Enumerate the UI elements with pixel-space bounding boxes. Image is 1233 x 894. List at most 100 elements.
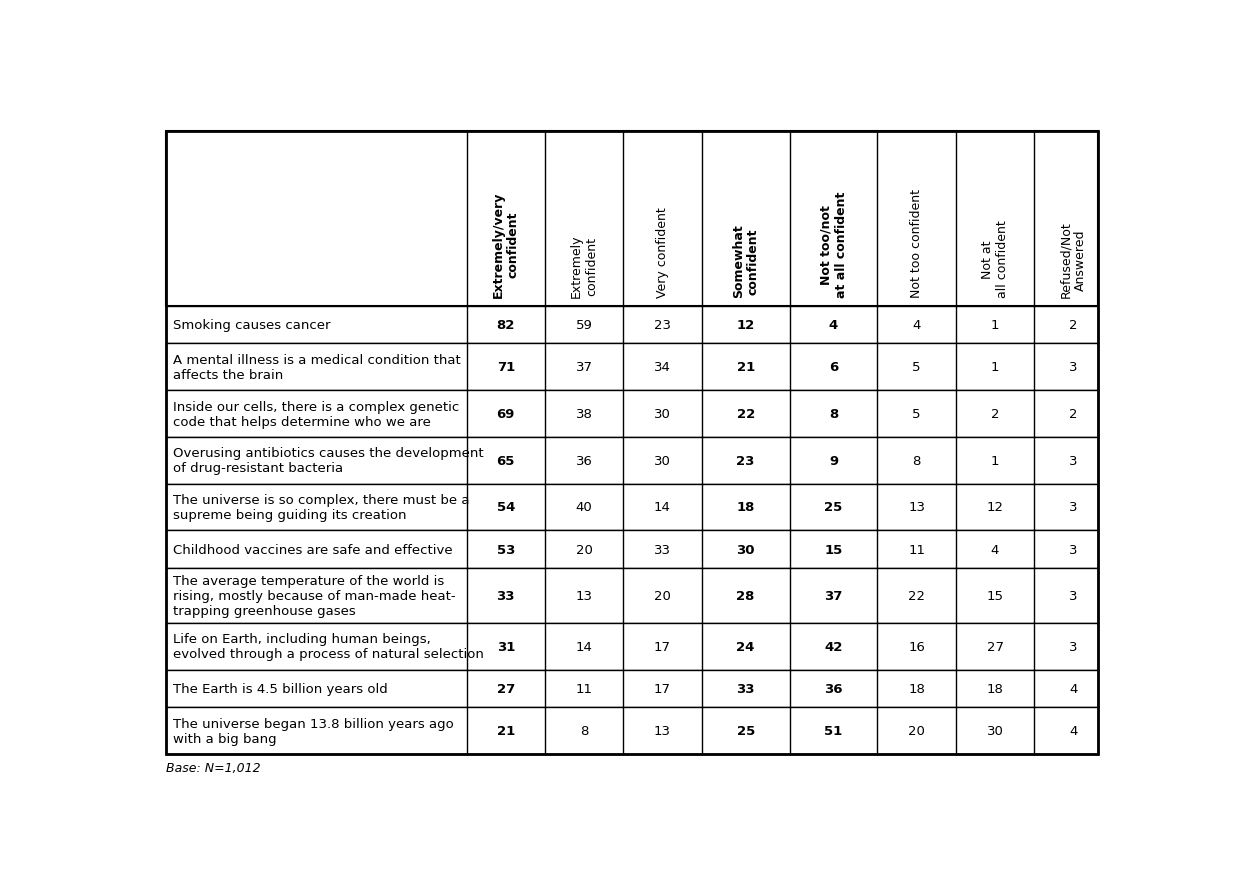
Text: 12: 12: [986, 501, 1004, 514]
Text: 22: 22: [909, 589, 925, 603]
Text: 25: 25: [736, 724, 755, 738]
Text: 38: 38: [576, 408, 593, 420]
Text: 3: 3: [1069, 640, 1078, 654]
Text: 6: 6: [829, 361, 838, 374]
Text: 18: 18: [736, 501, 755, 514]
Text: 2: 2: [1069, 318, 1078, 332]
Bar: [165, 484, 1099, 531]
Text: 33: 33: [653, 543, 671, 556]
Text: Extremely/very
confident: Extremely/very confident: [492, 192, 520, 298]
Text: Not too confident: Not too confident: [910, 190, 924, 298]
Text: 1: 1: [991, 454, 999, 468]
Text: 37: 37: [825, 589, 842, 603]
Text: 59: 59: [576, 318, 593, 332]
Text: 14: 14: [653, 501, 671, 514]
Text: 16: 16: [909, 640, 925, 654]
Text: The universe is so complex, there must be a
supreme being guiding its creation: The universe is so complex, there must b…: [173, 493, 470, 521]
Bar: [165, 131, 1099, 307]
Bar: [165, 391, 1099, 437]
Text: 23: 23: [653, 318, 671, 332]
Text: 71: 71: [497, 361, 515, 374]
Text: The average temperature of the world is
rising, mostly because of man-made heat-: The average temperature of the world is …: [173, 574, 456, 618]
Text: 36: 36: [576, 454, 593, 468]
Text: 53: 53: [497, 543, 515, 556]
Text: 25: 25: [825, 501, 842, 514]
Text: 30: 30: [986, 724, 1004, 738]
Text: The universe began 13.8 billion years ago
with a big bang: The universe began 13.8 billion years ag…: [173, 717, 454, 745]
Text: 4: 4: [912, 318, 921, 332]
Text: 27: 27: [497, 682, 515, 696]
Text: Very confident: Very confident: [656, 207, 670, 298]
Bar: [165, 623, 1099, 670]
Text: Overusing antibiotics causes the development
of drug-resistant bacteria: Overusing antibiotics causes the develop…: [173, 447, 483, 475]
Text: Childhood vaccines are safe and effective: Childhood vaccines are safe and effectiv…: [173, 543, 453, 556]
Text: 4: 4: [991, 543, 999, 556]
Text: 30: 30: [653, 454, 671, 468]
Text: 17: 17: [653, 682, 671, 696]
Text: 8: 8: [829, 408, 838, 420]
Text: 24: 24: [736, 640, 755, 654]
Text: Inside our cells, there is a complex genetic
code that helps determine who we ar: Inside our cells, there is a complex gen…: [173, 400, 460, 428]
Text: 11: 11: [909, 543, 925, 556]
Text: 18: 18: [986, 682, 1004, 696]
Text: 14: 14: [576, 640, 593, 654]
Text: 1: 1: [991, 361, 999, 374]
Text: Extremely
confident: Extremely confident: [570, 234, 598, 298]
Text: 33: 33: [736, 682, 755, 696]
Text: 1: 1: [991, 318, 999, 332]
Text: 3: 3: [1069, 589, 1078, 603]
Text: 28: 28: [736, 589, 755, 603]
Text: Base: N=1,012: Base: N=1,012: [165, 761, 260, 774]
Text: 37: 37: [576, 361, 593, 374]
Text: 13: 13: [576, 589, 593, 603]
Text: 30: 30: [736, 543, 755, 556]
Text: 15: 15: [986, 589, 1004, 603]
Text: 3: 3: [1069, 543, 1078, 556]
Text: 17: 17: [653, 640, 671, 654]
Text: 65: 65: [497, 454, 515, 468]
Text: 5: 5: [912, 408, 921, 420]
Text: Not too/not
at all confident: Not too/not at all confident: [820, 192, 847, 298]
Text: 4: 4: [829, 318, 838, 332]
Bar: [165, 344, 1099, 391]
Text: A mental illness is a medical condition that
affects the brain: A mental illness is a medical condition …: [173, 353, 461, 382]
Text: 20: 20: [576, 543, 593, 556]
Text: 13: 13: [909, 501, 925, 514]
Text: 13: 13: [653, 724, 671, 738]
Text: 22: 22: [736, 408, 755, 420]
Text: 2: 2: [991, 408, 999, 420]
Text: Life on Earth, including human beings,
evolved through a process of natural sele: Life on Earth, including human beings, e…: [173, 633, 485, 661]
Text: 3: 3: [1069, 501, 1078, 514]
Text: 40: 40: [576, 501, 593, 514]
Text: 3: 3: [1069, 454, 1078, 468]
Bar: [165, 531, 1099, 569]
Text: 69: 69: [497, 408, 515, 420]
Text: 82: 82: [497, 318, 515, 332]
Text: 20: 20: [909, 724, 925, 738]
Text: Refused/Not
Answered: Refused/Not Answered: [1059, 222, 1088, 298]
Text: 20: 20: [653, 589, 671, 603]
Text: 3: 3: [1069, 361, 1078, 374]
Bar: [165, 670, 1099, 708]
Bar: [165, 569, 1099, 623]
Text: 4: 4: [1069, 682, 1078, 696]
Text: 4: 4: [1069, 724, 1078, 738]
Text: 21: 21: [736, 361, 755, 374]
Text: 8: 8: [580, 724, 588, 738]
Text: 54: 54: [497, 501, 515, 514]
Text: 11: 11: [576, 682, 593, 696]
Text: 12: 12: [736, 318, 755, 332]
Text: 30: 30: [653, 408, 671, 420]
Text: 34: 34: [653, 361, 671, 374]
Text: Smoking causes cancer: Smoking causes cancer: [173, 318, 330, 332]
Text: 31: 31: [497, 640, 515, 654]
Text: 8: 8: [912, 454, 921, 468]
Text: Somewhat
confident: Somewhat confident: [731, 224, 760, 298]
Text: 51: 51: [825, 724, 842, 738]
Text: 33: 33: [497, 589, 515, 603]
Text: Not at
all confident: Not at all confident: [981, 221, 1009, 298]
Text: 9: 9: [829, 454, 838, 468]
Bar: [165, 437, 1099, 484]
Text: 23: 23: [736, 454, 755, 468]
Text: 36: 36: [825, 682, 843, 696]
